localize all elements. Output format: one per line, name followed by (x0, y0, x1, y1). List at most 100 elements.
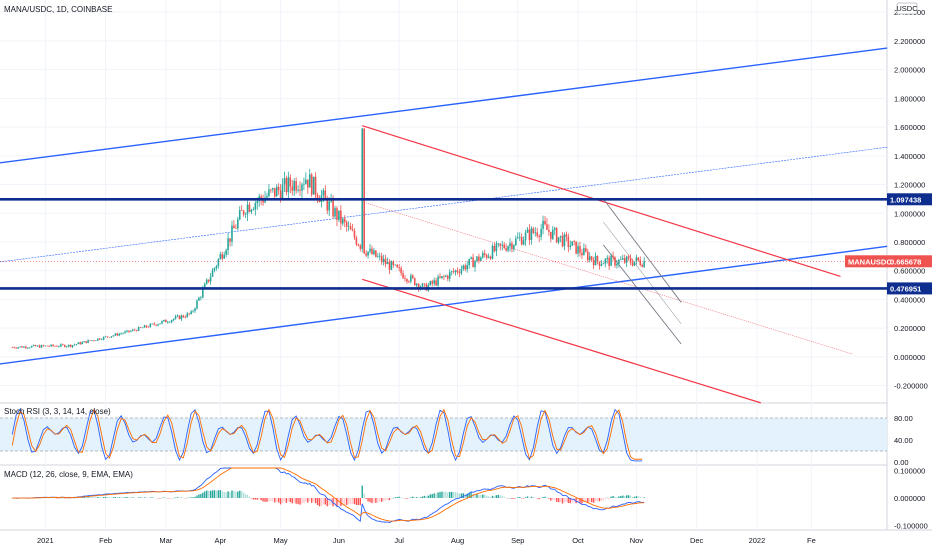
macd-histogram-bar (474, 494, 476, 498)
candle-body (376, 256, 379, 257)
candle-body (248, 204, 251, 212)
candle-body (384, 258, 387, 265)
candle-body (581, 252, 583, 256)
price-tick-label: 1.200000 (894, 181, 925, 190)
macd-histogram-bar (503, 496, 505, 498)
candle-body (97, 338, 99, 341)
candle-body (443, 276, 445, 277)
candle-body (38, 345, 41, 348)
macd-histogram-bar (213, 490, 216, 498)
candle-body (106, 336, 109, 338)
stoch-d-line (11, 408, 643, 460)
descending-channel-lower (362, 278, 761, 404)
macd-histogram-bar (204, 491, 206, 498)
candle-body (328, 201, 330, 211)
candle-body (120, 333, 122, 335)
macd-histogram-bar (468, 492, 470, 498)
macd-histogram-bar (345, 498, 348, 505)
macd-histogram-bar (600, 498, 603, 501)
macd-histogram-bar (563, 498, 566, 503)
macd-histogram-bar (497, 494, 500, 498)
macd-histogram-bar (151, 497, 153, 498)
macd-histogram-bar (629, 495, 632, 498)
short-channel-lower (602, 244, 682, 345)
candle-body (598, 261, 601, 266)
candle-body (153, 323, 156, 325)
candle-body (132, 329, 134, 331)
candle-body (67, 344, 70, 347)
candle-body (307, 179, 309, 188)
candle-body (279, 190, 282, 200)
candle-body (287, 177, 290, 193)
stoch-tick-label: 0.00 (894, 458, 909, 467)
last-price-tag-label: 0.665678 (890, 257, 921, 266)
candle-body (588, 256, 591, 261)
time-tick-label: Dec (690, 536, 704, 545)
macd-histogram-bar (118, 497, 120, 498)
macd-histogram-bar (221, 491, 223, 498)
candle-body (291, 186, 294, 191)
descending-channel-midline (362, 201, 853, 355)
time-tick-label: Nov (630, 536, 644, 545)
macd-histogram-bar (190, 497, 192, 498)
stoch-rsi-legend[interactable]: Stoch RSI (3, 3, 14, 14, close) (4, 407, 111, 416)
macd-histogram-bar (548, 498, 550, 499)
candle-body (516, 237, 519, 239)
currency-badge-label: USDC (896, 4, 918, 13)
candle-body (114, 333, 117, 336)
macd-histogram-bar (312, 498, 315, 502)
macd-histogram-bar (478, 494, 480, 498)
candle-body (602, 263, 605, 265)
macd-histogram-bar (225, 492, 227, 498)
candle-body (23, 346, 25, 348)
candle-body (373, 250, 375, 255)
macd-histogram-bar (357, 498, 360, 506)
candle-body (501, 244, 504, 246)
candle-body (342, 218, 344, 224)
candle-body (417, 283, 420, 289)
candle-body (98, 338, 101, 340)
macd-histogram-bar (332, 498, 334, 507)
candle-body (353, 230, 356, 238)
candle-body (141, 327, 144, 329)
candle-body (157, 324, 159, 326)
candle-body (452, 271, 455, 273)
macd-histogram-bar (262, 498, 264, 502)
macd-histogram-bar (87, 496, 89, 498)
macd-histogram-bar (344, 498, 346, 505)
candle-body (423, 283, 426, 285)
time-tick-label: 2021 (37, 536, 54, 545)
candle-body (448, 272, 451, 279)
macd-legend[interactable]: MACD (12, 26, close, 9, EMA, EMA) (4, 470, 133, 479)
short-channel-upper (602, 198, 682, 303)
candle-body (586, 251, 589, 261)
candle-body (235, 228, 237, 229)
macd-histogram-bar (384, 498, 387, 501)
macd-histogram-bar (423, 495, 426, 498)
candle-body (347, 226, 350, 227)
macd-histogram-bar (120, 497, 122, 498)
axes: 2.4000002.2000002.0000001.8000001.600000… (37, 2, 928, 545)
candle-body (536, 232, 539, 236)
macd-histogram-bar (571, 498, 573, 503)
macd-histogram-bar (254, 498, 257, 500)
candle-body (542, 220, 544, 229)
candle-body (433, 280, 435, 284)
macd-histogram-bar (351, 498, 354, 504)
macd-histogram-bar (557, 498, 560, 503)
candle-body (15, 347, 17, 349)
candle-body (301, 184, 303, 191)
candle-body (495, 243, 498, 252)
candle-body (513, 245, 515, 250)
candle-body (462, 265, 465, 269)
macd-histogram-bar (379, 498, 381, 502)
macd-histogram-bar (447, 492, 449, 498)
candle-body (375, 250, 377, 257)
candle-body (394, 264, 397, 266)
candle-body (441, 276, 443, 278)
macd-histogram-bar (429, 494, 431, 498)
macd-histogram-bar (485, 495, 488, 498)
